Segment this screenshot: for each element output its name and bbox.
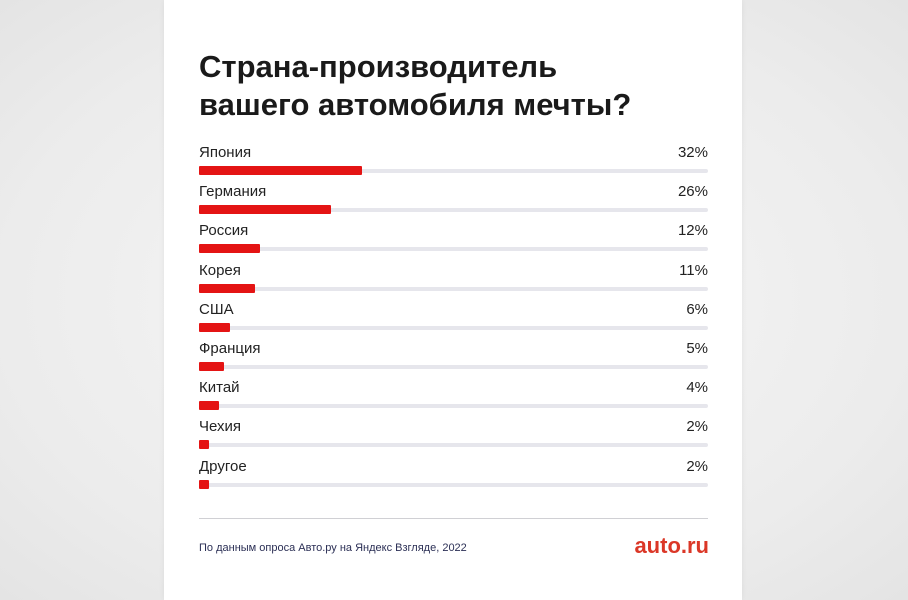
- bar-track: [199, 169, 708, 173]
- bar-row: США 6%: [199, 300, 708, 339]
- category-label: Другое: [199, 457, 247, 475]
- category-label: Россия: [199, 222, 249, 240]
- value-label: 26%: [677, 183, 708, 201]
- bar-track: [199, 286, 708, 291]
- chart-title-line-2: вашего автомобиля мечты?: [199, 87, 632, 122]
- bar-row: Россия 12%: [199, 221, 708, 260]
- divider: [199, 518, 708, 519]
- value-label: 5%: [686, 339, 708, 357]
- value-label: 11%: [679, 261, 708, 279]
- bar-row: Германия 26%: [199, 182, 708, 221]
- category-label: Япония: [199, 144, 252, 161]
- bar: [199, 440, 210, 450]
- bar-track: [199, 482, 708, 487]
- value-label: 6%: [686, 300, 708, 318]
- bar-row: Китай 4%: [199, 378, 708, 417]
- bar-list: Япония 32% Германия 26% Россия 12% Корея 11% США…: [199, 143, 708, 496]
- value-label: 4%: [686, 379, 708, 397]
- infographic-card: Страна-производитель вашего автомобиля м…: [164, 0, 742, 600]
- bar: [199, 283, 255, 293]
- bar: [199, 361, 225, 371]
- bar-track: [199, 364, 708, 369]
- category-label: Германия: [199, 183, 267, 201]
- bar: [199, 244, 261, 254]
- bar-track: [199, 208, 708, 213]
- bar-track: [199, 404, 708, 409]
- value-label: 12%: [677, 222, 708, 240]
- chart-title: Страна-производитель вашего автомобиля м…: [199, 48, 719, 124]
- bar-track: [199, 325, 708, 330]
- category-label: Чехия: [199, 418, 242, 436]
- value-label: 32%: [677, 144, 708, 161]
- bar-row: Япония 32%: [199, 143, 708, 182]
- bar: [199, 479, 210, 489]
- value-label: 2%: [686, 418, 708, 436]
- bar: [199, 401, 220, 411]
- bar-track: [199, 443, 708, 448]
- chart-title-line-1: Страна-производитель: [199, 49, 558, 84]
- auto-ru-logo: auto.ru: [634, 533, 709, 558]
- source-note: По данным опроса Авто.ру на Яндекс Взгля…: [199, 542, 467, 554]
- category-label: США: [199, 300, 234, 318]
- bar: [199, 166, 362, 175]
- bar-row: Корея 11%: [199, 261, 708, 300]
- category-label: Китай: [199, 379, 240, 397]
- bar: [199, 322, 230, 332]
- value-label: 2%: [686, 457, 708, 475]
- category-label: Корея: [199, 261, 241, 279]
- category-label: Франция: [199, 339, 261, 357]
- bar: [199, 205, 332, 215]
- bar-row: Чехия 2%: [199, 417, 708, 456]
- bar-row: Другое 2%: [199, 457, 708, 496]
- bar-track: [199, 247, 708, 252]
- bar-row: Франция 5%: [199, 339, 708, 378]
